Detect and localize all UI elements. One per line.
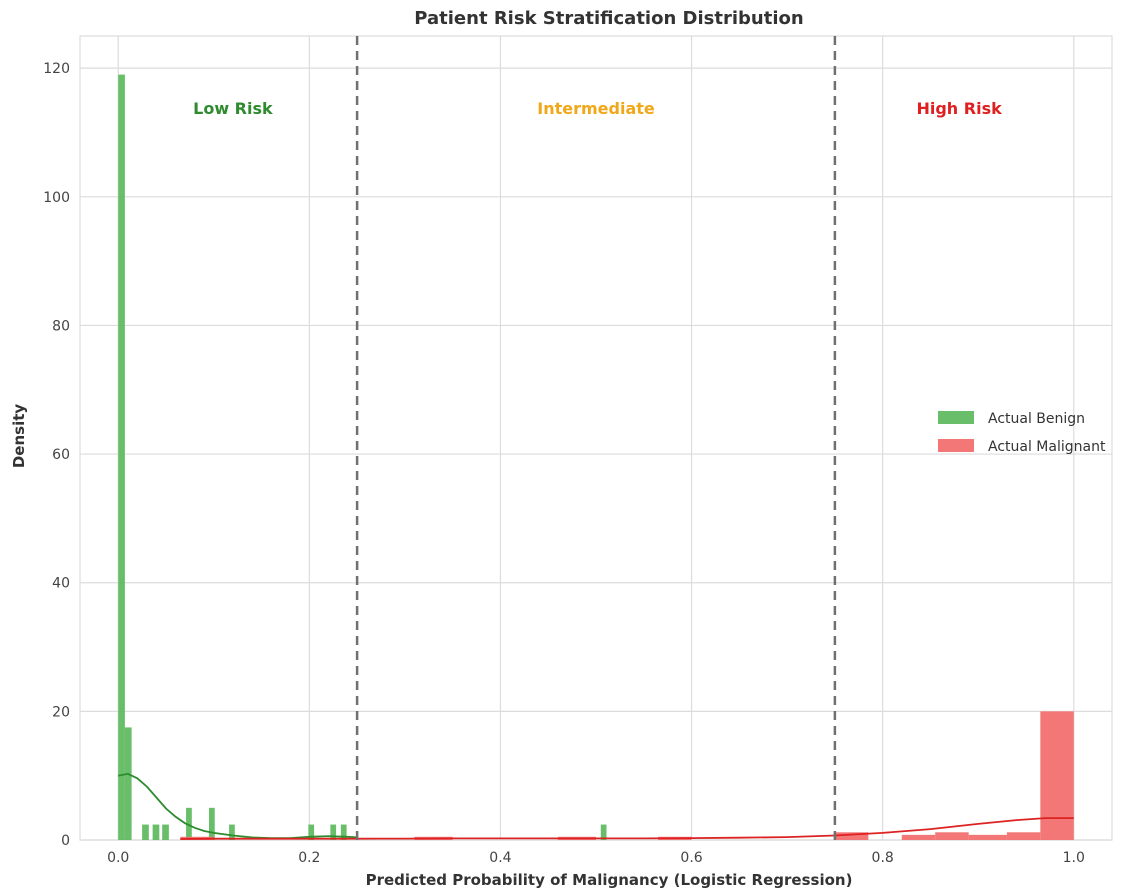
legend-label: Actual Benign xyxy=(988,411,1085,427)
y-tick-label: 80 xyxy=(52,318,70,334)
x-axis-label: Predicted Probability of Malignancy (Log… xyxy=(366,871,853,889)
y-tick-label: 40 xyxy=(52,576,70,592)
y-tick-label: 20 xyxy=(52,704,70,720)
x-tick-label: 0.2 xyxy=(298,850,320,866)
x-tick-label: 0.0 xyxy=(107,850,129,866)
region-labels: Low Risk Intermediate High Risk xyxy=(193,99,1002,118)
x-tick-label: 0.6 xyxy=(680,850,702,866)
legend-label: Actual Malignant xyxy=(988,439,1106,455)
malignant-bar xyxy=(1040,711,1074,840)
tick-labels: 0.0 0.2 0.4 0.6 0.8 1.0 0 20 40 60 80 100 120 xyxy=(43,61,1085,866)
y-tick-label: 60 xyxy=(52,447,70,463)
region-label-0: Low Risk xyxy=(193,99,273,118)
benign-bar xyxy=(162,824,169,840)
benign-bar xyxy=(124,727,132,840)
x-tick-label: 0.8 xyxy=(872,850,894,866)
benign-bar xyxy=(209,807,215,840)
benign-bar xyxy=(330,824,337,840)
kde-curves xyxy=(118,772,1074,840)
benign-bar xyxy=(229,824,235,840)
benign-bar xyxy=(600,824,607,840)
x-tick-label: 0.4 xyxy=(489,850,511,866)
malignant-bar xyxy=(834,832,869,840)
benign-kde-line xyxy=(118,772,358,839)
benign-bar xyxy=(152,824,160,840)
malignant-bar xyxy=(968,834,1007,840)
x-tick-label: 1.0 xyxy=(1063,850,1085,866)
plot-area xyxy=(79,35,1113,841)
malignant-bar xyxy=(935,832,969,840)
region-label-2: High Risk xyxy=(916,99,1002,118)
legend-swatch xyxy=(938,411,974,424)
legend: Actual Benign Actual Malignant xyxy=(938,411,1106,455)
benign-bar xyxy=(340,824,347,840)
y-axis-label: Density xyxy=(10,404,28,469)
benign-bar xyxy=(142,824,149,840)
legend-swatch xyxy=(938,439,974,452)
malignant-bar xyxy=(901,834,936,840)
grid xyxy=(79,35,1113,841)
chart-title: Patient Risk Stratification Distribution xyxy=(414,8,803,29)
y-tick-label: 100 xyxy=(43,190,70,206)
benign-bar xyxy=(118,74,125,841)
y-tick-label: 0 xyxy=(61,833,70,849)
region-label-1: Intermediate xyxy=(537,99,655,118)
y-tick-label: 120 xyxy=(43,61,70,77)
malignant-kde-line xyxy=(180,817,1074,840)
benign-bar xyxy=(308,824,315,840)
malignant-bar xyxy=(1006,832,1041,840)
benign-bar xyxy=(186,807,192,840)
